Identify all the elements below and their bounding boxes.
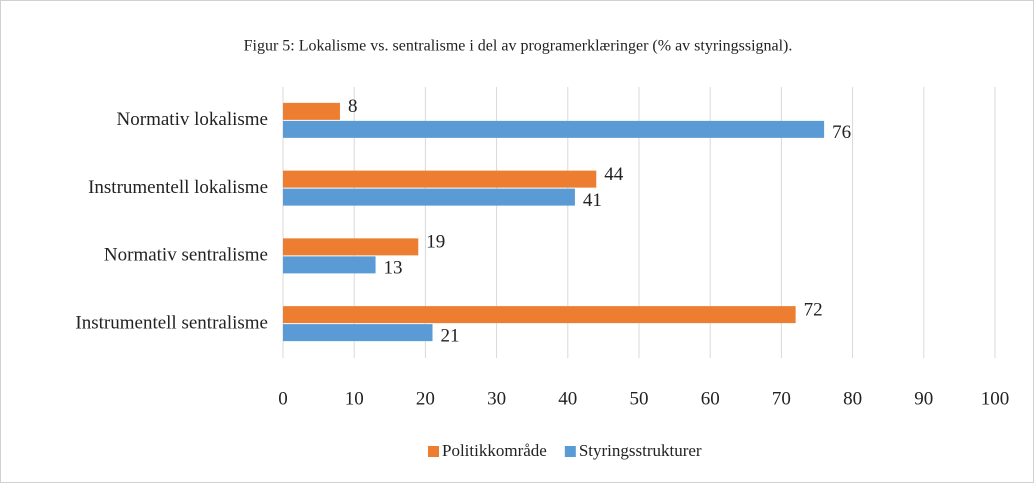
- x-tick-label: 0: [278, 388, 288, 409]
- value-label: 21: [441, 325, 460, 346]
- x-tick-label: 70: [772, 388, 791, 409]
- value-label: 19: [426, 232, 445, 253]
- x-tick-label: 30: [487, 388, 506, 409]
- legend-swatch: [428, 446, 439, 457]
- y-tick-label: Instrumentell lokalisme: [88, 177, 268, 198]
- value-label: 41: [583, 190, 602, 211]
- y-tick-label: Instrumentell sentralisme: [75, 312, 268, 333]
- x-tick-label: 10: [345, 388, 364, 409]
- value-label: 13: [384, 258, 403, 279]
- x-tick-label: 60: [701, 388, 720, 409]
- legend-label: Politikkområde: [442, 441, 547, 460]
- bar: [283, 324, 433, 342]
- y-tick-label: Normativ lokalisme: [117, 109, 268, 130]
- bar: [283, 238, 419, 256]
- x-tick-label: 40: [558, 388, 577, 409]
- legend-label: Styringsstrukturer: [579, 441, 702, 460]
- bar: [283, 256, 376, 274]
- value-label: 8: [348, 96, 358, 117]
- bar: [283, 102, 340, 120]
- x-tick-label: 90: [914, 388, 933, 409]
- value-label: 44: [604, 164, 624, 185]
- x-tick-label: 80: [843, 388, 862, 409]
- chart-title: Figur 5: Lokalisme vs. sentralisme i del…: [244, 38, 793, 55]
- x-tick-label: 20: [416, 388, 435, 409]
- legend-swatch: [564, 446, 576, 457]
- x-tick-label: 50: [630, 388, 649, 409]
- bar: [283, 306, 796, 324]
- bar: [283, 120, 825, 138]
- bar: [283, 170, 597, 188]
- bar: [283, 188, 575, 206]
- y-tick-label: Normativ sentralisme: [104, 245, 268, 266]
- x-tick-label: 100: [981, 388, 1010, 409]
- value-label: 72: [804, 299, 823, 320]
- value-label: 76: [832, 122, 851, 143]
